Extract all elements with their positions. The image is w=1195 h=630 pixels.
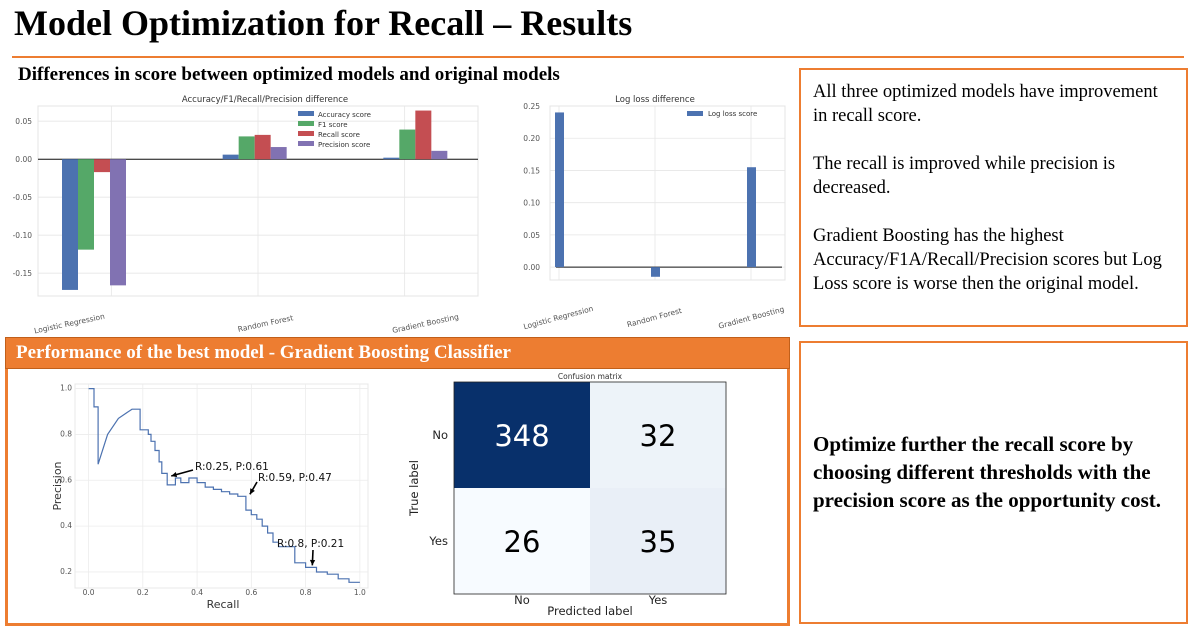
chart4-cell-value: 35 [640, 525, 677, 559]
chart1-bar [383, 157, 400, 160]
chart4-frame [453, 381, 727, 595]
chart3-xtick-label: 0.2 [137, 588, 149, 597]
chart3-xtick-label: 0.4 [191, 588, 203, 597]
chart2-bar [747, 167, 756, 268]
log-loss-difference-chart: Log loss difference 0.25 0.20 0.15 0.10 0.05… [522, 95, 786, 331]
chart4-cell-value: 26 [504, 525, 541, 559]
chart3-ytick-label: 0.8 [60, 429, 72, 438]
chart3-ytick-label: 0.2 [60, 567, 72, 576]
chart1-legend-swatch [298, 111, 314, 116]
chart1-bar [254, 134, 271, 160]
chart4-ylabel: True label [407, 460, 421, 517]
chart3-ylabel: Precision [51, 461, 64, 510]
chart1-ytick-label: -0.15 [13, 269, 33, 278]
conclusion-text: Optimize further the recall score by cho… [813, 432, 1162, 512]
chart3-ytick-label: 0.6 [60, 475, 72, 484]
chart3-plot-area [74, 383, 369, 589]
chart1-ytick-label: 0.00 [15, 155, 32, 164]
performance-heading: Performance of the best model - Gradient… [16, 342, 511, 363]
chart1-legend-swatch [298, 141, 314, 146]
chart1-legend-swatch [298, 131, 314, 136]
chart2-bar [555, 112, 564, 268]
chart1-bar [110, 159, 126, 286]
chart1-legend-label: F1 score [318, 121, 348, 129]
chart4-cell-value: 32 [640, 419, 677, 453]
chart4-ytick-label: Yes [428, 534, 448, 548]
chart3-xtick-label: 0.6 [245, 588, 257, 597]
chart3-annotation-arrowhead [309, 559, 316, 566]
chart1-ytick-label: -0.05 [13, 193, 33, 202]
diff-section-heading: Differences in score between optimized m… [18, 64, 560, 85]
chart2-xtick-label: Gradient Boosting [717, 304, 785, 330]
chart1-xtick-label: Logistic Regression [33, 312, 105, 336]
findings-note: All three optimized models have improvem… [799, 68, 1188, 327]
chart3-xtick-label: 0.0 [83, 588, 95, 597]
chart1-xtick-label: Random Forest [237, 313, 294, 334]
chart4-cell-value: 348 [494, 419, 549, 453]
chart2-title: Log loss difference [615, 95, 695, 105]
chart2-ytick-label: 0.00 [523, 263, 540, 272]
chart3-xtick-label: 1.0 [354, 588, 366, 597]
chart1-xtick-label: Gradient Boosting [391, 312, 459, 335]
chart1-legend-label: Precision score [318, 141, 370, 149]
chart4-cell [454, 488, 590, 594]
chart1-legend-swatch [298, 121, 314, 126]
chart2-ytick-label: 0.20 [523, 134, 540, 143]
performance-banner: Performance of the best model - Gradient… [5, 337, 790, 369]
chart1-ytick-label: 0.05 [15, 117, 32, 126]
chart2-legend-swatch [687, 111, 703, 116]
note-paragraph: The recall is improved while precision i… [813, 154, 1116, 198]
chart1-bar [415, 110, 432, 160]
title-divider [12, 56, 1184, 58]
chart4-ytick-label: No [432, 428, 448, 442]
chart1-bar [399, 129, 416, 160]
chart1-bar [270, 147, 287, 160]
chart3-annotation-arrowhead [249, 488, 255, 495]
score-difference-chart: Accuracy/F1/Recall/Precision difference … [13, 95, 479, 336]
chart4-xtick-label: Yes [648, 593, 668, 607]
chart4-title: Confusion matrix [558, 372, 623, 381]
chart3-annotation-label: R:0.59, P:0.47 [258, 472, 332, 484]
chart3-ytick-label: 1.0 [60, 384, 72, 393]
chart1-legend-label: Recall score [318, 131, 360, 139]
chart2-ytick-label: 0.10 [523, 199, 540, 208]
chart1-legend-label: Accuracy score [318, 111, 371, 119]
chart4-cell [454, 382, 590, 488]
chart4-cell [590, 382, 726, 488]
chart3-xlabel: Recall [207, 598, 240, 611]
note-paragraph: Gradient Boosting has the highest Accura… [813, 226, 1162, 294]
chart1-bar [238, 136, 255, 160]
chart4-xlabel: Predicted label [547, 604, 632, 618]
chart2-xtick-label: Random Forest [626, 306, 683, 329]
chart2-bar [651, 267, 660, 277]
precision-recall-chart: 1.0 0.8 0.6 0.4 0.2 0.0 0.2 0.4 0.6 0.8 1.0 R:0.2… [51, 383, 369, 611]
chart4-cell [590, 488, 726, 594]
chart2-xtick-label: Logistic Regression [522, 304, 594, 331]
page-title: Model Optimization for Recall – Results [14, 3, 633, 43]
chart2-ytick-label: 0.25 [523, 102, 540, 111]
confusion-matrix-chart: Confusion matrix 348 32 26 35 No Yes No Yes Pr… [407, 372, 727, 618]
chart1-title: Accuracy/F1/Recall/Precision difference [182, 95, 348, 105]
chart3-pr-curve [88, 388, 360, 583]
chart1-bar [94, 159, 110, 173]
chart1-ytick-label: -0.10 [13, 231, 33, 240]
chart3-annotation-label: R:0.8, P:0.21 [277, 538, 344, 550]
chart3-annotation-arrowhead [171, 472, 178, 478]
chart2-plot-area [549, 105, 786, 281]
chart1-bar [62, 159, 78, 290]
chart2-ytick-label: 0.05 [523, 231, 540, 240]
conclusion-box: Optimize further the recall score by cho… [799, 341, 1188, 624]
chart1-bar [222, 154, 239, 160]
chart3-annotation-label: R:0.25, P:0.61 [195, 461, 269, 473]
chart1-bar [431, 150, 448, 160]
chart2-ytick-label: 0.15 [523, 166, 540, 175]
note-paragraph: All three optimized models have improvem… [813, 82, 1158, 126]
chart2-legend-label: Log loss score [708, 110, 757, 118]
chart3-xtick-label: 0.8 [300, 588, 312, 597]
chart4-xtick-label: No [514, 593, 530, 607]
chart1-bar [78, 159, 94, 250]
chart3-ytick-label: 0.4 [60, 521, 72, 530]
